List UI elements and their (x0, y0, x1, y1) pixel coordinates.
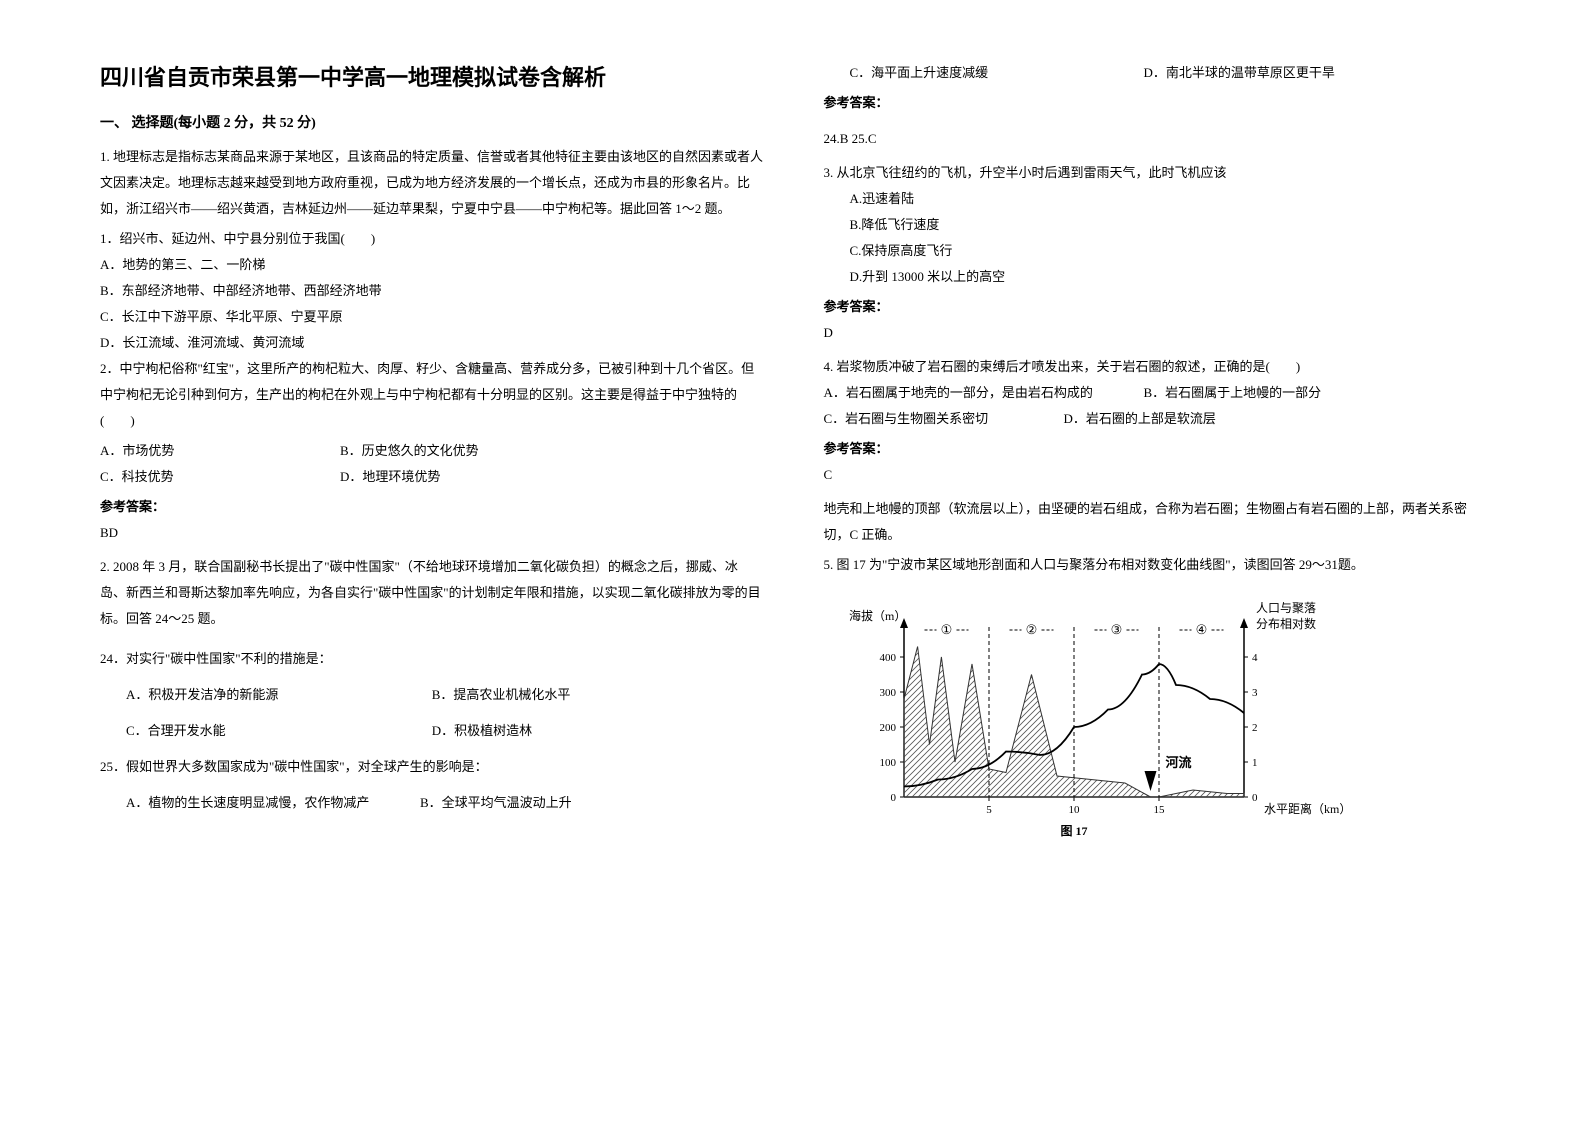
svg-text:海拔（m）: 海拔（m） (849, 608, 906, 623)
q5-text: 5. 图 17 为"宁波市某区域地形剖面和人口与聚落分布相对数变化曲线图"，读图… (824, 552, 1488, 578)
svg-text:③: ③ (1110, 622, 1122, 637)
q2-sub25-row2: C．海平面上升速度减缓 D．南北半球的温带草原区更干旱 (824, 60, 1488, 86)
q2-sub24-opt-c: C．合理开发水能 (100, 718, 432, 744)
q2-sub24-opt-b: B．提高农业机械化水平 (432, 682, 764, 708)
q1-sub2-row1: A．市场优势 B．历史悠久的文化优势 (100, 438, 764, 464)
q4-opt-b: B．岩石圈属于上地幔的一部分 (1144, 380, 1322, 406)
svg-text:0: 0 (1252, 792, 1258, 804)
q2-sub24: 24．对实行"碳中性国家"不利的措施是： (100, 646, 764, 672)
q1-sub2-opt-b: B．历史悠久的文化优势 (340, 438, 479, 464)
q2-sub25-row1: A．植物的生长速度明显减慢，农作物减产 B．全球平均气温波动上升 (100, 790, 764, 816)
q4-opt-a: A．岩石圈属于地壳的一部分，是由岩石构成的 (824, 380, 1144, 406)
q3-opt-d: D.升到 13000 米以上的高空 (824, 264, 1488, 290)
q2-answer-label: 参考答案： (824, 90, 1488, 116)
section-header: 一、 选择题(每小题 2 分，共 52 分) (100, 112, 764, 132)
q4-row2: C．岩石圈与生物圈关系密切 D．岩石圈的上部是软流层 (824, 406, 1488, 432)
q4-row1: A．岩石圈属于地壳的一部分，是由岩石构成的 B．岩石圈属于上地幔的一部分 (824, 380, 1488, 406)
q1-answer: BD (100, 520, 764, 546)
q2-sub25: 25．假如世界大多数国家成为"碳中性国家"，对全球产生的影响是： (100, 754, 764, 780)
svg-text:人口与聚落: 人口与聚落 (1256, 601, 1316, 615)
q1-sub2-row2: C．科技优势 D．地理环境优势 (100, 464, 764, 490)
svg-text:图 17: 图 17 (1060, 824, 1087, 838)
q2-sub24-row1: A．积极开发洁净的新能源 B．提高农业机械化水平 (100, 682, 764, 708)
chart-figure-17: 0 100 200 300 400 0 1 2 3 4 5 10 15 ① ② ③ ④ 河流 海拔（m） 人口与聚落分… (824, 597, 1344, 857)
svg-text:河流: 河流 (1165, 755, 1191, 770)
q3-opt-b: B.降低飞行速度 (824, 212, 1488, 238)
q4-text: 4. 岩浆物质冲破了岩石圈的束缚后才喷发出来，关于岩石圈的叙述，正确的是( ) (824, 354, 1488, 380)
q4-opt-c: C．岩石圈与生物圈关系密切 (824, 406, 1064, 432)
q2-sub24-opt-d: D．积极植树造林 (432, 718, 764, 744)
svg-text:2: 2 (1252, 722, 1258, 734)
q2-sub24-opt-a: A．积极开发洁净的新能源 (100, 682, 432, 708)
svg-text:1: 1 (1252, 757, 1258, 769)
q1-sub2: 2．中宁枸杞俗称"红宝"，这里所产的枸杞粒大、肉厚、籽少、含糖量高、营养成分多，… (100, 356, 764, 434)
q4-answer: C (824, 462, 1488, 488)
q2-intro: 2. 2008 年 3 月，联合国副秘书长提出了"碳中性国家"（不给地球环境增加… (100, 554, 764, 632)
q2-sub25-opt-d: D．南北半球的温带草原区更干旱 (1144, 60, 1335, 86)
q2-sub25-opt-c: C．海平面上升速度减缓 (824, 60, 1104, 86)
q1-sub1-opt-d: D．长江流域、淮河流域、黄河流域 (100, 330, 764, 356)
q2-sub25-opt-b: B．全球平均气温波动上升 (420, 790, 572, 816)
svg-text:400: 400 (879, 652, 896, 664)
svg-text:水平距离（km）: 水平距离（km） (1264, 801, 1344, 816)
svg-text:②: ② (1025, 622, 1037, 637)
q2-sub25-opt-a: A．植物的生长速度明显减慢，农作物减产 (100, 790, 380, 816)
q1-sub2-opt-a: A．市场优势 (100, 438, 300, 464)
q3-answer-label: 参考答案： (824, 294, 1488, 320)
svg-text:分布相对数: 分布相对数 (1256, 616, 1316, 631)
svg-text:15: 15 (1153, 804, 1165, 816)
chart-svg: 0 100 200 300 400 0 1 2 3 4 5 10 15 ① ② ③ ④ 河流 海拔（m） 人口与聚落分… (824, 597, 1344, 857)
document-title: 四川省自贡市荣县第一中学高一地理模拟试卷含解析 (100, 60, 764, 92)
svg-text:200: 200 (879, 722, 896, 734)
q1-sub1: 1．绍兴市、延边州、中宁县分别位于我国( ) (100, 226, 764, 252)
q1-sub1-opt-b: B．东部经济地带、中部经济地带、西部经济地带 (100, 278, 764, 304)
svg-text:④: ④ (1195, 622, 1207, 637)
q4-opt-d: D．岩石圈的上部是软流层 (1064, 406, 1216, 432)
q1-intro: 1. 地理标志是指标志某商品来源于某地区，且该商品的特定质量、信誉或者其他特征主… (100, 144, 764, 222)
q1-sub1-opt-c: C．长江中下游平原、华北平原、宁夏平原 (100, 304, 764, 330)
left-column: 四川省自贡市荣县第一中学高一地理模拟试卷含解析 一、 选择题(每小题 2 分，共… (100, 60, 764, 1062)
svg-text:5: 5 (986, 804, 992, 816)
svg-text:3: 3 (1252, 687, 1258, 699)
q4-explanation: 地壳和上地幔的顶部（软流层以上），由坚硬的岩石组成，合称为岩石圈；生物圈占有岩石… (824, 496, 1488, 548)
svg-text:4: 4 (1252, 652, 1258, 664)
q1-sub2-opt-c: C．科技优势 (100, 464, 300, 490)
q3-text: 3. 从北京飞往纽约的飞机，升空半小时后遇到雷雨天气，此时飞机应该 (824, 160, 1488, 186)
q1-answer-label: 参考答案： (100, 494, 764, 520)
q3-opt-c: C.保持原高度飞行 (824, 238, 1488, 264)
q1-sub1-opt-a: A．地势的第三、二、一阶梯 (100, 252, 764, 278)
svg-text:0: 0 (890, 792, 896, 804)
svg-text:100: 100 (879, 757, 896, 769)
svg-text:300: 300 (879, 687, 896, 699)
svg-text:①: ① (940, 622, 952, 637)
q4-answer-label: 参考答案： (824, 436, 1488, 462)
svg-text:10: 10 (1068, 804, 1080, 816)
q2-sub24-row2: C．合理开发水能 D．积极植树造林 (100, 718, 764, 744)
q2-answer: 24.B 25.C (824, 126, 1488, 152)
q3-opt-a: A.迅速着陆 (824, 186, 1488, 212)
right-column: C．海平面上升速度减缓 D．南北半球的温带草原区更干旱 参考答案： 24.B 2… (824, 60, 1488, 1062)
q1-sub2-opt-d: D．地理环境优势 (340, 464, 440, 490)
q3-answer: D (824, 320, 1488, 346)
